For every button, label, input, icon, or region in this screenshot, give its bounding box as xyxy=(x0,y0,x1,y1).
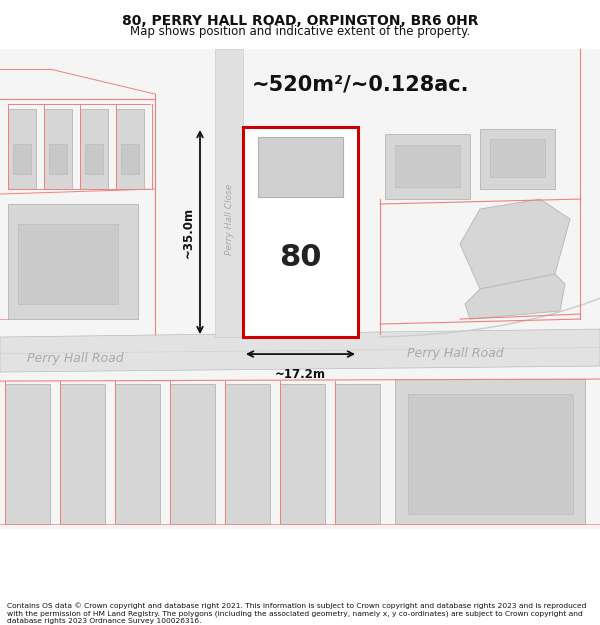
Text: ~520m²/~0.128ac.: ~520m²/~0.128ac. xyxy=(251,74,469,94)
Bar xyxy=(85,144,103,174)
Bar xyxy=(5,384,50,524)
Bar xyxy=(115,384,160,524)
Bar xyxy=(385,134,470,199)
Bar xyxy=(395,145,460,187)
Bar xyxy=(8,109,36,189)
Text: 80: 80 xyxy=(279,242,322,272)
Bar xyxy=(13,144,31,174)
Bar xyxy=(116,109,144,189)
Text: ~17.2m: ~17.2m xyxy=(275,368,326,381)
Bar xyxy=(18,224,118,304)
Polygon shape xyxy=(460,199,570,289)
Bar xyxy=(243,127,358,337)
Text: ~35.0m: ~35.0m xyxy=(182,206,195,258)
Text: Contains OS data © Crown copyright and database right 2021. This information is : Contains OS data © Crown copyright and d… xyxy=(7,602,587,624)
Text: 80, PERRY HALL ROAD, ORPINGTON, BR6 0HR: 80, PERRY HALL ROAD, ORPINGTON, BR6 0HR xyxy=(122,14,478,28)
Bar xyxy=(44,109,72,189)
Bar xyxy=(170,384,215,524)
Bar xyxy=(490,139,545,177)
Bar xyxy=(80,109,108,189)
Bar xyxy=(49,144,67,174)
Bar xyxy=(215,49,243,337)
Text: Perry Hall Road: Perry Hall Road xyxy=(407,346,503,359)
Bar xyxy=(480,129,555,189)
Text: Map shows position and indicative extent of the property.: Map shows position and indicative extent… xyxy=(130,25,470,38)
Bar xyxy=(408,394,573,514)
Bar xyxy=(395,379,585,524)
Text: Perry Hall Close: Perry Hall Close xyxy=(224,184,233,255)
Text: Perry Hall Road: Perry Hall Road xyxy=(26,351,124,364)
Bar xyxy=(335,384,380,524)
Bar xyxy=(60,384,105,524)
Polygon shape xyxy=(465,274,565,319)
Bar xyxy=(8,204,138,319)
Bar xyxy=(225,384,270,524)
Bar xyxy=(121,144,139,174)
Bar xyxy=(258,137,343,197)
Bar xyxy=(280,384,325,524)
Polygon shape xyxy=(0,329,600,372)
